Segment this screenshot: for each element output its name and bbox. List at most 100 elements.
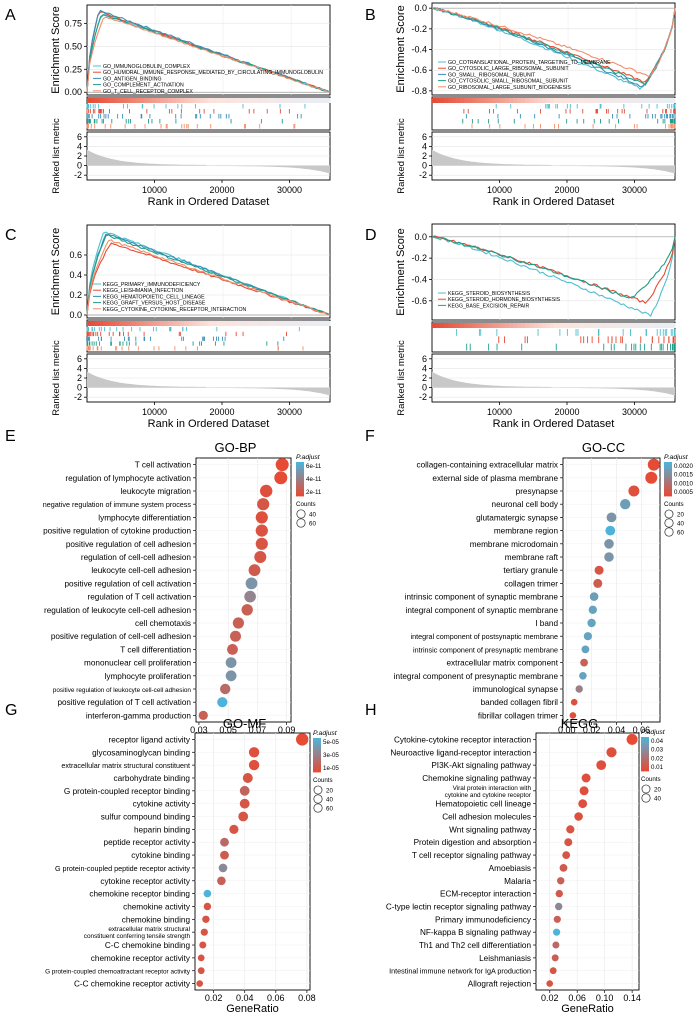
ranked-y-axis-label: Ranked list metric — [396, 340, 407, 416]
colorbar-tick: 1e-05 — [323, 765, 339, 772]
term-label: collagen-containing extracellular matrix — [416, 461, 558, 470]
panel-letter: G — [5, 702, 17, 719]
term-label: Allograft rejection — [468, 980, 532, 989]
term-label: Amoebiasis — [489, 864, 531, 873]
es-y-axis-label: Enrichment Score — [395, 228, 407, 315]
y-tick-label: 0 — [422, 383, 427, 393]
y-tick-label: 6 — [77, 354, 82, 364]
colorbar-cell — [641, 742, 649, 745]
rank-gradient-cell — [585, 323, 591, 328]
rank-gradient-cell — [496, 98, 502, 103]
rank-gradient-cell — [642, 323, 648, 328]
colorbar-tick: 0.02 — [651, 755, 664, 762]
term-dot — [242, 773, 253, 783]
rank-gradient-cell — [500, 98, 506, 103]
panel-letter: E — [5, 428, 16, 445]
term-label: chemokine receptor activity — [91, 954, 191, 963]
rank-gradient-cell — [456, 98, 461, 103]
rank-gradient-cell — [654, 98, 660, 103]
rank-gradient-cell — [127, 321, 133, 326]
x-axis-label: Rank in Ordered Dataset — [148, 196, 270, 208]
term-label: regulation of lymphocyte activation — [65, 474, 191, 483]
rank-gradient-cell — [654, 323, 660, 328]
term-dot — [245, 577, 258, 590]
size-legend-dot — [664, 518, 674, 528]
y-tick-label: 0 — [422, 161, 427, 171]
rank-gradient-cell — [99, 321, 104, 326]
term-label: Primary immunodeficiency — [435, 915, 532, 924]
gsea-panel-b: B 0.0 -0.2 -0.4 -0.6 -0.8 GO_COTRANSLATIONAL_P… — [365, 2, 676, 208]
rank-gradient-cell — [305, 321, 311, 326]
rank-gradient-cell — [561, 323, 567, 328]
x-tick-label: 0.04 — [236, 993, 254, 1003]
term-dot — [248, 747, 260, 758]
term-dot — [220, 837, 229, 847]
rank-gradient-cell — [529, 98, 534, 103]
size-legend-label: 20 — [654, 787, 661, 794]
rank-gradient-cell — [577, 98, 583, 103]
term-dot — [274, 471, 288, 485]
y-tick-label: 2 — [77, 151, 82, 161]
rank-gradient-cell — [513, 323, 518, 328]
term-dot — [566, 825, 575, 834]
rank-gradient-cell — [91, 98, 96, 103]
colorbar-tick: 5e-05 — [323, 739, 339, 746]
colorbar-cell — [664, 462, 672, 465]
colorbar-cell — [296, 494, 304, 497]
rank-gradient-cell — [569, 98, 575, 103]
rank-gradient-cell — [618, 98, 623, 103]
rank-gradient-cell — [91, 321, 96, 326]
colorbar-cell — [664, 482, 672, 485]
x-tick-label: 0.02 — [205, 993, 223, 1003]
term-label: positive regulation of cytokine producti… — [43, 527, 191, 536]
legend-title: P.adjust — [296, 454, 321, 461]
size-legend-dot — [296, 518, 306, 528]
term-dot — [197, 967, 205, 975]
rank-gradient-cell — [261, 321, 266, 326]
es-curve — [86, 234, 331, 316]
term-label: membrane region — [494, 527, 559, 536]
x-tick-label: 30000 — [277, 407, 302, 417]
rank-gradient-cell — [139, 98, 145, 103]
term-dot — [196, 980, 203, 987]
term-label: positive regulation of cell activation — [64, 579, 191, 588]
legend-entry: GO_RIBOSOMAL_LARGE_SUBUNIT_BIOGENESIS — [448, 85, 571, 91]
rank-gradient-cell — [297, 98, 303, 103]
colorbar-cell — [296, 490, 304, 493]
colorbar-cell — [641, 769, 649, 772]
ranked-y-axis-label: Ranked list metric — [396, 118, 407, 194]
y-tick-label: -2 — [74, 170, 82, 180]
term-dot — [239, 798, 250, 809]
x-tick-label: 0.02 — [583, 725, 601, 735]
rank-gradient-cell — [549, 98, 554, 103]
dotplot-panel-g: G GO-MF receptor ligand activity glycosamin… — [5, 702, 339, 1015]
x-axis-label: GeneRatio — [226, 1003, 279, 1015]
rank-gradient-cell — [293, 98, 299, 103]
term-dot — [596, 760, 607, 770]
rank-gradient-cell — [240, 321, 246, 326]
rank-gradient-cell — [119, 321, 124, 326]
y-tick-label: 0.0 — [69, 310, 82, 320]
y-tick-label: -0.2 — [411, 24, 427, 34]
colorbar-cell — [641, 765, 649, 768]
rank-gradient-cell — [107, 321, 112, 326]
term-label: fibrillar collagen trimer — [478, 711, 558, 720]
gsea-panel-a: A 0.00 0.25 0.50 0.75 GO_IMMUNOGLOBULIN_COMPL… — [5, 4, 331, 208]
rank-gradient-cell — [452, 323, 457, 328]
x-tick-label: 0.10 — [596, 993, 614, 1003]
rank-gradient-cell — [525, 98, 530, 103]
rank-gradient-cell — [537, 323, 542, 328]
rank-gradient-cell — [257, 321, 262, 326]
colorbar-cell — [664, 487, 672, 490]
term-label: cytokine binding — [131, 851, 190, 860]
colorbar-cell — [641, 737, 649, 740]
rank-gradient-cell — [460, 323, 465, 328]
colorbar-cell — [641, 745, 649, 748]
term-label: collagen trimer — [504, 579, 558, 588]
rank-gradient-cell — [553, 323, 559, 328]
colorbar-cell — [296, 484, 304, 487]
rank-gradient-cell — [147, 98, 153, 103]
dotplot-panel-f: F GO-CC collagen-containing extracellular … — [365, 428, 693, 747]
rank-gradient-cell — [147, 321, 153, 326]
